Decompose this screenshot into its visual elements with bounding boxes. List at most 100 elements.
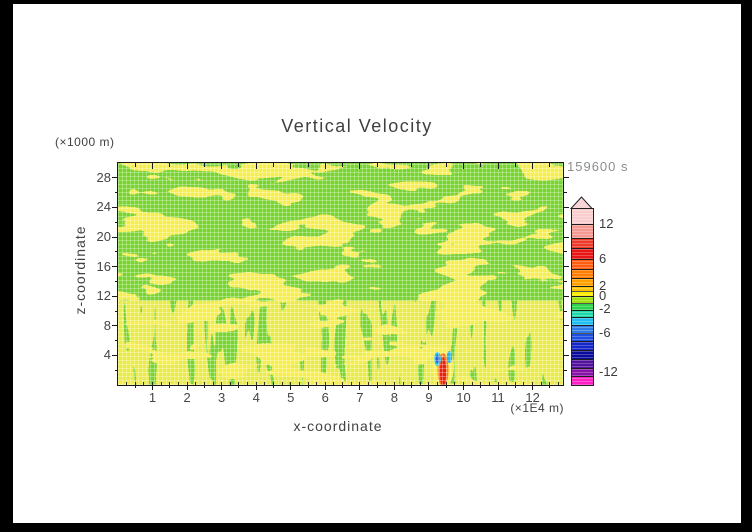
- y-minor-tick: [563, 192, 567, 194]
- x-inner-tick: [238, 382, 240, 385]
- x-minor-tick: [238, 163, 240, 167]
- x-inner-tick: [454, 382, 456, 385]
- x-inner-tick: [333, 382, 335, 385]
- timestamp-label: 159600 s: [567, 159, 629, 174]
- x-major-tick: [497, 385, 499, 390]
- x-inner-tick: [471, 382, 473, 385]
- colorbar-tick-label: 12: [599, 216, 614, 231]
- x-inner-tick: [419, 382, 421, 385]
- x-major-tick: [532, 163, 534, 169]
- y-tick-label: 12: [96, 288, 111, 304]
- colorbar-tick-label: -12: [599, 364, 618, 379]
- field-lowlevel-streaks: [118, 303, 563, 385]
- x-major-tick: [324, 385, 326, 390]
- y-minor-tick: [114, 310, 118, 312]
- y-major-tick: [112, 295, 118, 297]
- colorbar-band: [572, 278, 593, 286]
- x-minor-tick: [203, 163, 205, 167]
- colorbar-band: [572, 259, 593, 269]
- x-major-tick: [255, 163, 257, 169]
- plot-canvas: Vertical Velocity (×1000 m) 159600 s (×1…: [13, 4, 741, 523]
- x-minor-tick: [342, 163, 344, 167]
- x-minor-tick: [514, 385, 516, 388]
- x-inner-tick: [307, 382, 309, 385]
- colorbar-band: [572, 310, 593, 317]
- x-inner-tick: [497, 382, 499, 385]
- x-major-tick: [186, 385, 188, 390]
- x-axis-title: x-coordinate: [293, 418, 383, 434]
- x-inner-tick: [290, 382, 292, 385]
- x-minor-tick: [376, 163, 378, 167]
- x-tick-label: 1: [148, 390, 157, 405]
- x-major-tick: [152, 163, 154, 169]
- y-tick-label: 28: [96, 169, 111, 185]
- y-tick-label: 20: [96, 229, 111, 244]
- y-minor-tick: [114, 280, 118, 282]
- x-tick-label: 4: [252, 390, 260, 405]
- y-minor-tick: [114, 221, 118, 223]
- y-axis-unit-label: (×1000 m): [55, 135, 115, 149]
- x-inner-tick: [324, 382, 326, 385]
- colorbar-band: [572, 333, 593, 341]
- x-tick-label: 12: [525, 390, 540, 405]
- y-tick-label: 24: [96, 199, 111, 215]
- x-major-tick: [393, 385, 395, 390]
- x-major-tick: [428, 163, 430, 169]
- x-major-tick: [221, 385, 223, 390]
- x-inner-tick: [221, 382, 223, 385]
- x-inner-tick: [462, 382, 464, 385]
- x-axis-unit-label: (×1E4 m): [510, 401, 564, 415]
- x-minor-tick: [307, 385, 309, 388]
- y-tick-label: 4: [103, 347, 111, 363]
- x-inner-tick: [316, 382, 318, 385]
- x-minor-tick: [480, 385, 482, 388]
- y-minor-tick: [114, 369, 118, 371]
- colorbar-band: [572, 208, 593, 224]
- colorbar-band: [572, 291, 593, 296]
- x-inner-tick: [549, 382, 551, 385]
- x-inner-tick: [169, 382, 171, 385]
- x-major-tick: [428, 385, 430, 390]
- colorbar-band: [572, 248, 593, 259]
- y-minor-tick: [114, 340, 118, 342]
- x-major-tick: [290, 385, 292, 390]
- x-inner-tick: [480, 382, 482, 385]
- x-minor-tick: [445, 163, 447, 167]
- x-inner-tick: [177, 382, 179, 385]
- x-inner-tick: [445, 382, 447, 385]
- x-minor-tick: [342, 385, 344, 388]
- x-minor-tick: [272, 385, 274, 388]
- velocity-field-image: [118, 163, 563, 385]
- y-minor-tick: [114, 192, 118, 194]
- x-inner-tick: [437, 382, 439, 385]
- colorbar-tick-label: 2: [599, 278, 607, 293]
- y-major-tick: [112, 177, 118, 179]
- x-inner-tick: [342, 382, 344, 385]
- x-inner-tick: [272, 382, 274, 385]
- x-major-tick: [359, 163, 361, 169]
- x-minor-tick: [514, 163, 516, 167]
- y-minor-tick: [563, 251, 567, 253]
- x-inner-tick: [523, 382, 525, 385]
- x-tick-label: 5: [287, 390, 295, 405]
- x-tick-label: 11: [491, 390, 505, 405]
- colorbar-tick-label: -6: [599, 325, 611, 340]
- y-major-tick: [563, 354, 569, 356]
- x-tick-label: 2: [183, 390, 191, 405]
- x-inner-tick: [359, 382, 361, 385]
- y-major-tick: [563, 177, 569, 179]
- x-tick-label: 7: [356, 390, 364, 405]
- x-inner-tick: [367, 382, 369, 385]
- y-major-tick: [112, 354, 118, 356]
- colorbar-band: [572, 325, 593, 333]
- x-minor-tick: [169, 163, 171, 167]
- x-major-tick: [324, 163, 326, 169]
- x-minor-tick: [445, 385, 447, 388]
- x-minor-tick: [203, 385, 205, 388]
- x-minor-tick: [238, 385, 240, 388]
- colorbar-band: [572, 224, 593, 238]
- x-minor-tick: [272, 163, 274, 167]
- x-inner-tick: [558, 382, 559, 385]
- x-inner-tick: [126, 382, 128, 385]
